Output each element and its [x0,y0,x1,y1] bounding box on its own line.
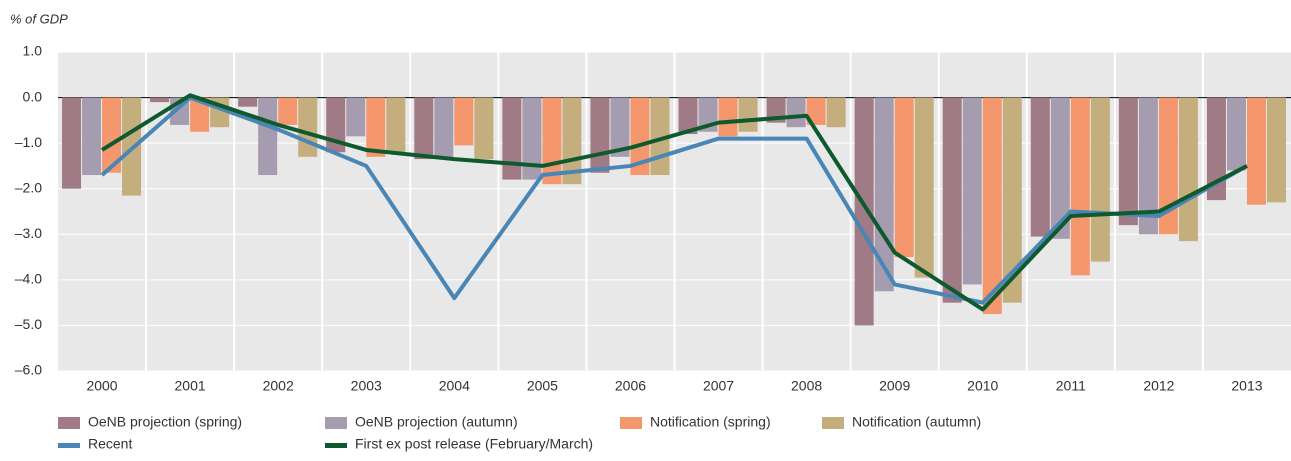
legend-swatch [325,443,347,448]
bar [826,97,846,128]
bar [738,97,758,132]
bar [502,97,522,180]
line [100,93,1248,312]
y-tick-label: 0.0 [23,88,43,104]
legend-label: Recent [88,436,132,452]
bar [1090,97,1110,262]
x-tick-label: 2003 [351,378,382,394]
x-tick-label: 2002 [263,378,294,394]
legend-label: Notification (spring) [650,414,771,430]
bar [346,97,366,137]
y-tick-label: –4.0 [15,271,42,287]
bar [806,97,826,125]
bar [678,97,698,135]
legend-label: First ex post release (February/March) [355,436,593,452]
bar [630,97,650,176]
bar [786,97,806,128]
bar [962,97,982,285]
y-tick-label: –1.0 [15,134,42,150]
bar [190,97,210,132]
legend-swatch [620,417,642,429]
bar [874,97,894,292]
legend-swatch [58,443,80,448]
x-tick-label: 2008 [791,378,822,394]
bar [1138,97,1158,235]
bar [1030,97,1050,237]
x-tick-label: 2005 [527,378,558,394]
bar [82,97,102,176]
x-tick-label: 2010 [967,378,998,394]
x-tick-label: 2007 [703,378,734,394]
bar [434,97,454,160]
x-tick-label: 2012 [1143,378,1174,394]
y-tick-label: –2.0 [15,179,42,195]
bar [386,97,406,153]
bar [62,97,82,189]
legend-swatch [822,417,844,429]
bar [914,97,934,278]
bar [1206,97,1226,201]
x-tick-label: 2004 [439,378,470,394]
bar [474,97,494,160]
bar [894,97,914,258]
bar [1070,97,1090,276]
x-tick-label: 2001 [175,378,206,394]
y-tick-label: –5.0 [15,316,42,332]
bar [454,97,474,146]
y-tick-label: –3.0 [15,225,42,241]
legend-label: OeNB projection (spring) [88,414,242,430]
bar [1226,97,1246,171]
bar [1266,97,1286,203]
bar [610,97,630,157]
legend-label: Notification (autumn) [852,414,981,430]
bar [1158,97,1178,235]
x-tick-label: 2006 [615,378,646,394]
legend-swatch [325,417,347,429]
y-tick-label: –6.0 [15,362,42,378]
y-axis-label: % of GDP [10,11,68,26]
x-tick-label: 2000 [86,378,117,394]
bar [1246,97,1266,205]
bar [238,97,258,107]
bar [278,97,298,125]
bar [942,97,962,303]
bar [718,97,738,137]
bar [1050,97,1070,239]
bar [982,97,1002,315]
legend-label: OeNB projection (autumn) [355,414,518,430]
bar [414,97,434,160]
bar [1118,97,1138,226]
legend-swatch [58,417,80,429]
x-tick-label: 2011 [1056,378,1086,394]
x-tick-label: 2013 [1231,378,1262,394]
line [100,95,1248,305]
bar [150,97,170,103]
x-tick-label: 2009 [879,378,910,394]
bar [298,97,318,157]
bar [258,97,278,176]
bar [1178,97,1198,242]
bar [854,97,874,326]
bar [590,97,610,173]
bar [1002,97,1022,303]
bar [542,97,562,185]
bar [522,97,542,180]
y-tick-label: 1.0 [23,43,43,59]
bar [366,97,386,157]
bar [102,97,122,173]
